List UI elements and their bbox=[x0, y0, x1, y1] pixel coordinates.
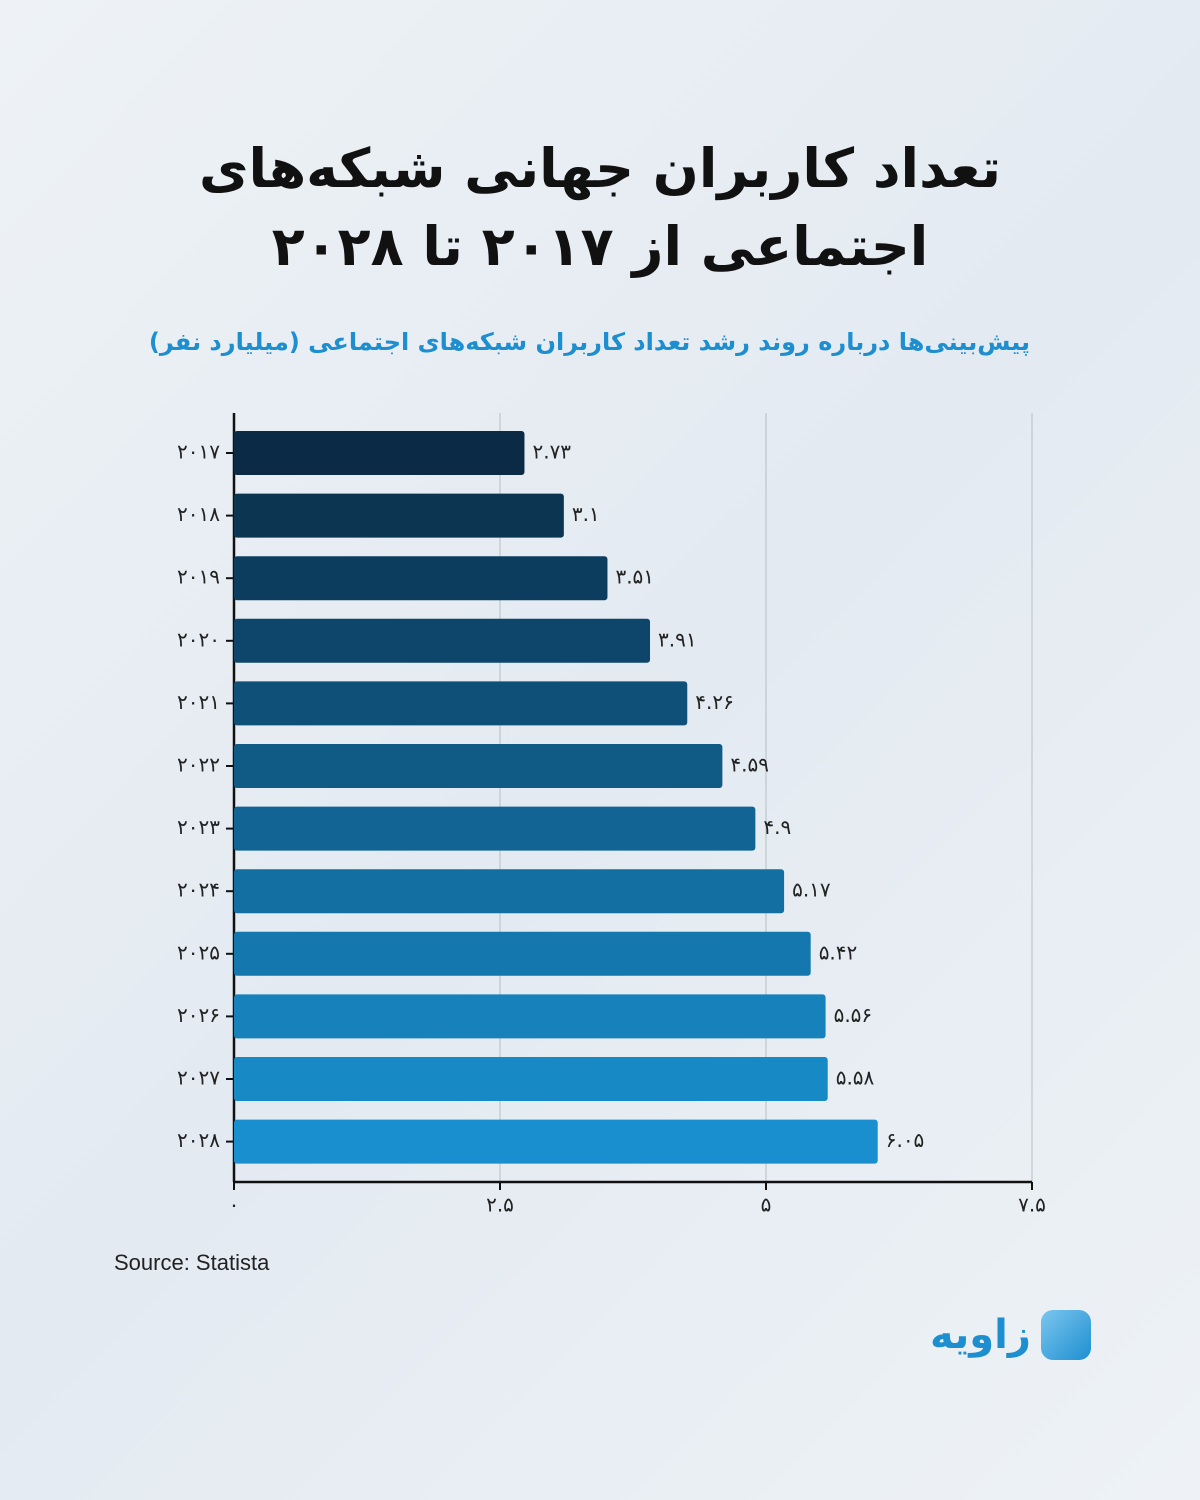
bar bbox=[234, 994, 826, 1039]
y-tick-label: ۲۰۲۲ bbox=[177, 753, 220, 777]
logo-text: زاویه bbox=[930, 1312, 1031, 1358]
value-label: ۵.۱۷ bbox=[792, 878, 831, 902]
x-tick-label: ۵ bbox=[761, 1193, 772, 1217]
value-label: ۴.۵۹ bbox=[730, 753, 769, 777]
x-tick-label: ۰ bbox=[229, 1193, 240, 1217]
bar bbox=[234, 931, 811, 976]
bar bbox=[234, 869, 785, 914]
source: Source: Statista bbox=[114, 1250, 270, 1275]
y-tick-label: ۲۰۲۶ bbox=[177, 1003, 220, 1027]
y-tick-label: ۲۰۱۹ bbox=[177, 565, 220, 589]
bar bbox=[234, 806, 756, 851]
y-tick-label: ۲۰۲۱ bbox=[177, 690, 220, 714]
bar bbox=[234, 744, 723, 788]
bar bbox=[234, 431, 525, 475]
chart-title: تعداد کاربران جهانی شبکه‌های اجتماعی از … bbox=[198, 137, 1002, 278]
bar bbox=[234, 1119, 878, 1164]
y-tick-label: ۲۰۱۷ bbox=[177, 440, 220, 464]
y-tick-label: ۲۰۲۷ bbox=[177, 1066, 220, 1090]
bar bbox=[234, 493, 564, 538]
value-label: ۳.۵۱ bbox=[615, 565, 654, 589]
value-label: ۴.۹ bbox=[763, 815, 791, 839]
value-label: ۴.۲۶ bbox=[695, 690, 734, 714]
value-label: ۵.۵۶ bbox=[834, 1003, 873, 1027]
bar bbox=[234, 556, 608, 601]
y-tick-label: ۲۰۲۰ bbox=[177, 627, 220, 651]
y-tick-label: ۲۰۲۴ bbox=[177, 878, 220, 902]
x-tick-label: ۲.۵ bbox=[486, 1193, 514, 1217]
bar bbox=[234, 1057, 828, 1101]
y-tick-label: ۲۰۲۸ bbox=[177, 1128, 220, 1152]
value-label: ۶.۰۵ bbox=[886, 1128, 925, 1152]
value-label: ۵.۴۲ bbox=[819, 940, 858, 964]
x-tick-label: ۷.۵ bbox=[1018, 1193, 1046, 1217]
value-label: ۳.۹۱ bbox=[658, 627, 697, 651]
bar bbox=[234, 618, 651, 663]
logo-icon bbox=[1040, 1310, 1091, 1360]
y-tick-label: ۲۰۲۵ bbox=[177, 940, 220, 964]
y-tick-label: ۲۰۱۸ bbox=[177, 502, 220, 526]
value-label: ۵.۵۸ bbox=[836, 1066, 875, 1090]
value-label: ۳.۱ bbox=[572, 502, 600, 526]
value-label: ۲.۷۳ bbox=[532, 440, 571, 464]
logo: زاویه bbox=[930, 1310, 1091, 1360]
y-tick-label: ۲۰۲۳ bbox=[177, 815, 220, 839]
bar bbox=[234, 681, 688, 726]
chart-subtitle: پیش‌بینی‌ها درباره روند رشد تعداد کاربرا… bbox=[148, 328, 1030, 356]
